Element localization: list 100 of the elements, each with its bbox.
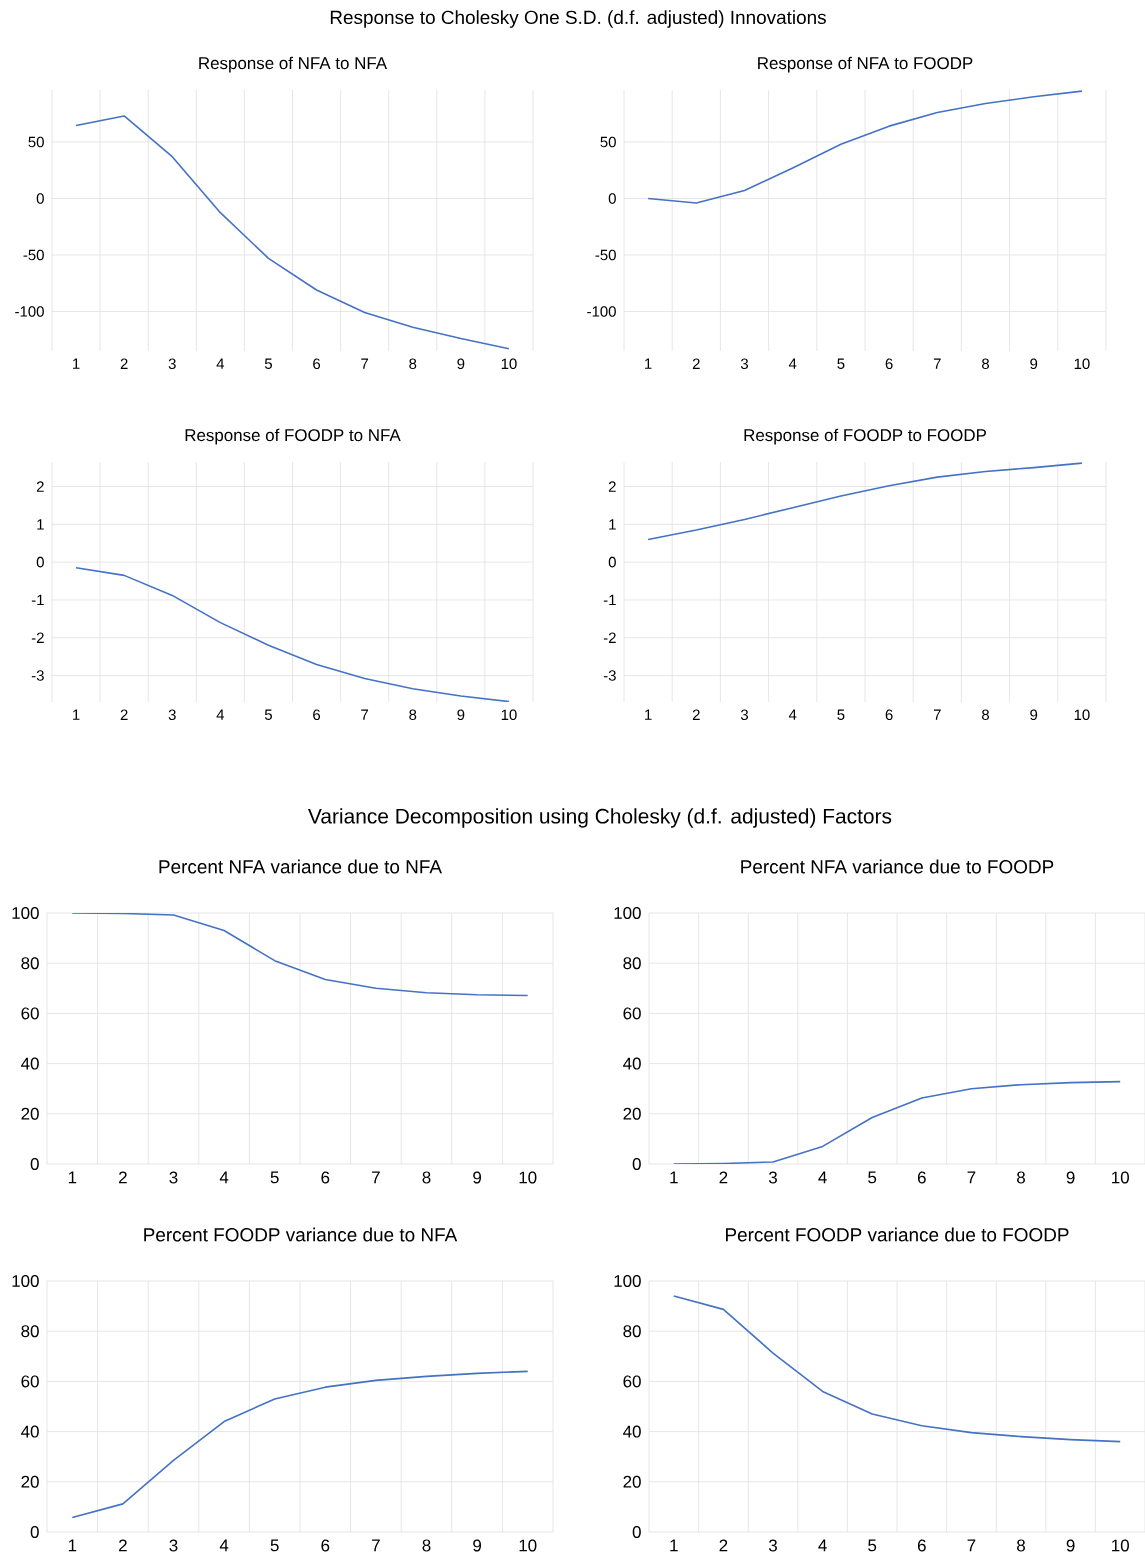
y-tick-label: 100 (12, 906, 39, 919)
x-tick-label: 5 (270, 1171, 279, 1184)
line-series (647, 462, 1083, 541)
y-tick-label: -3 (603, 670, 616, 681)
x-tick-label: 4 (219, 1539, 229, 1552)
x-tick-label: 4 (219, 1171, 229, 1184)
text: Variance Decomposition using Cholesky (d.f. adjusted) Factors (307, 808, 892, 828)
x-tick-label: 8 (1016, 1539, 1025, 1552)
x-tick-label: 3 (168, 358, 176, 370)
x-tick-label: 5 (837, 358, 845, 369)
x-tick-label: 5 (867, 1171, 877, 1184)
x-tick-label: 8 (981, 358, 989, 370)
line-series (75, 115, 510, 350)
y-tick-label: 2 (36, 481, 44, 492)
x-tick-label: 7 (933, 709, 941, 720)
x-tick-label: 1 (644, 358, 652, 369)
y-tick-label: -2 (603, 632, 616, 643)
x-tick-label: 7 (933, 358, 941, 369)
y-tick-label: 0 (632, 1526, 641, 1538)
x-tick-label: 2 (120, 709, 128, 720)
x-tick-label: 10 (1111, 1171, 1129, 1184)
x-tick-label: 6 (917, 1171, 926, 1184)
x-tick-label: 9 (472, 1539, 481, 1552)
x-tick-label: 10 (501, 358, 517, 370)
x-tick-label: 9 (1066, 1539, 1075, 1552)
y-tick-label: 20 (21, 1475, 39, 1488)
y-tick-label: 40 (20, 1425, 39, 1438)
x-tick-label: 7 (967, 1171, 976, 1184)
x-tick-label: 5 (264, 358, 272, 369)
y-tick-label: -2 (31, 632, 44, 643)
x-tick-label: 8 (422, 1539, 431, 1552)
x-tick-label: 9 (1030, 358, 1037, 370)
y-tick-label: 0 (608, 556, 616, 568)
y-tick-label: 0 (30, 1526, 39, 1538)
y-tick-label: 0 (36, 193, 44, 204)
x-tick-label: 6 (321, 1171, 330, 1184)
text: Response to Cholesky One S.D. (d.f. adjusted) Innovations (330, 10, 826, 28)
y-tick-label: 80 (623, 957, 641, 970)
x-tick-label: 6 (312, 358, 320, 370)
x-tick-label: 5 (270, 1539, 279, 1552)
x-tick-label: 7 (361, 709, 368, 720)
y-tick-label: 20 (623, 1107, 641, 1120)
y-tick-label: 100 (614, 906, 641, 919)
x-tick-label: 10 (519, 1539, 537, 1552)
x-tick-label: 9 (472, 1171, 481, 1184)
y-tick-label: -50 (595, 249, 616, 261)
y-tick-label: 100 (614, 1274, 641, 1287)
chart-title: Response of FOODP to NFA (185, 428, 401, 445)
x-tick-label: 6 (321, 1539, 330, 1552)
y-tick-label: 0 (608, 193, 616, 204)
chart-title: Percent FOODP variance due to NFA (144, 1227, 458, 1242)
line-series (647, 90, 1083, 204)
y-tick-label: 40 (622, 1057, 641, 1070)
x-tick-label: 2 (719, 1171, 728, 1184)
x-tick-label: 6 (312, 709, 320, 721)
y-tick-label: 80 (21, 1325, 39, 1338)
y-tick-label: 1 (37, 519, 44, 530)
y-tick-label: 1 (609, 519, 616, 530)
line-series (71, 912, 529, 997)
y-tick-label: 60 (21, 1375, 39, 1388)
chart-title: Response of NFA to FOODP (757, 56, 973, 73)
x-tick-label: 7 (371, 1171, 380, 1184)
y-tick-label: -3 (31, 670, 44, 681)
x-tick-label: 1 (68, 1539, 76, 1552)
x-tick-label: 2 (118, 1171, 127, 1184)
y-tick-label: 80 (21, 957, 39, 970)
x-tick-label: 4 (216, 358, 224, 369)
x-tick-label: 2 (118, 1539, 127, 1552)
y-tick-label: 60 (21, 1007, 39, 1020)
x-tick-label: 4 (216, 709, 224, 720)
line-series (672, 1080, 1121, 1164)
x-tick-label: 2 (719, 1539, 728, 1552)
y-tick-label: 60 (623, 1007, 641, 1020)
x-tick-label: 7 (371, 1539, 380, 1552)
y-tick-label: 40 (622, 1425, 641, 1438)
y-tick-label: 0 (36, 556, 44, 568)
x-tick-label: 2 (692, 358, 700, 369)
x-tick-label: 8 (981, 709, 989, 721)
x-tick-label: 8 (409, 709, 417, 721)
y-tick-label: 20 (623, 1475, 641, 1488)
x-tick-label: 6 (885, 358, 893, 370)
x-tick-label: 3 (169, 1171, 178, 1184)
x-tick-label: 4 (788, 709, 797, 720)
x-tick-label: 1 (72, 709, 80, 720)
x-tick-label: 2 (692, 709, 700, 720)
x-tick-label: 10 (1111, 1539, 1129, 1552)
x-tick-label: 9 (1066, 1171, 1075, 1184)
x-tick-label: 1 (72, 358, 80, 369)
line-series (75, 567, 510, 702)
x-tick-label: 1 (670, 1171, 678, 1184)
y-tick-label: 40 (20, 1057, 39, 1070)
x-tick-label: 9 (457, 709, 465, 721)
line-series (71, 1370, 529, 1519)
x-tick-label: 10 (519, 1171, 537, 1184)
x-tick-label: 5 (867, 1539, 877, 1552)
y-tick-label: 60 (623, 1375, 641, 1388)
x-tick-label: 8 (409, 358, 417, 370)
x-tick-label: 1 (68, 1171, 76, 1184)
chart-title: Percent FOODP variance due to FOODP (725, 1227, 1069, 1242)
x-tick-label: 3 (740, 358, 748, 370)
